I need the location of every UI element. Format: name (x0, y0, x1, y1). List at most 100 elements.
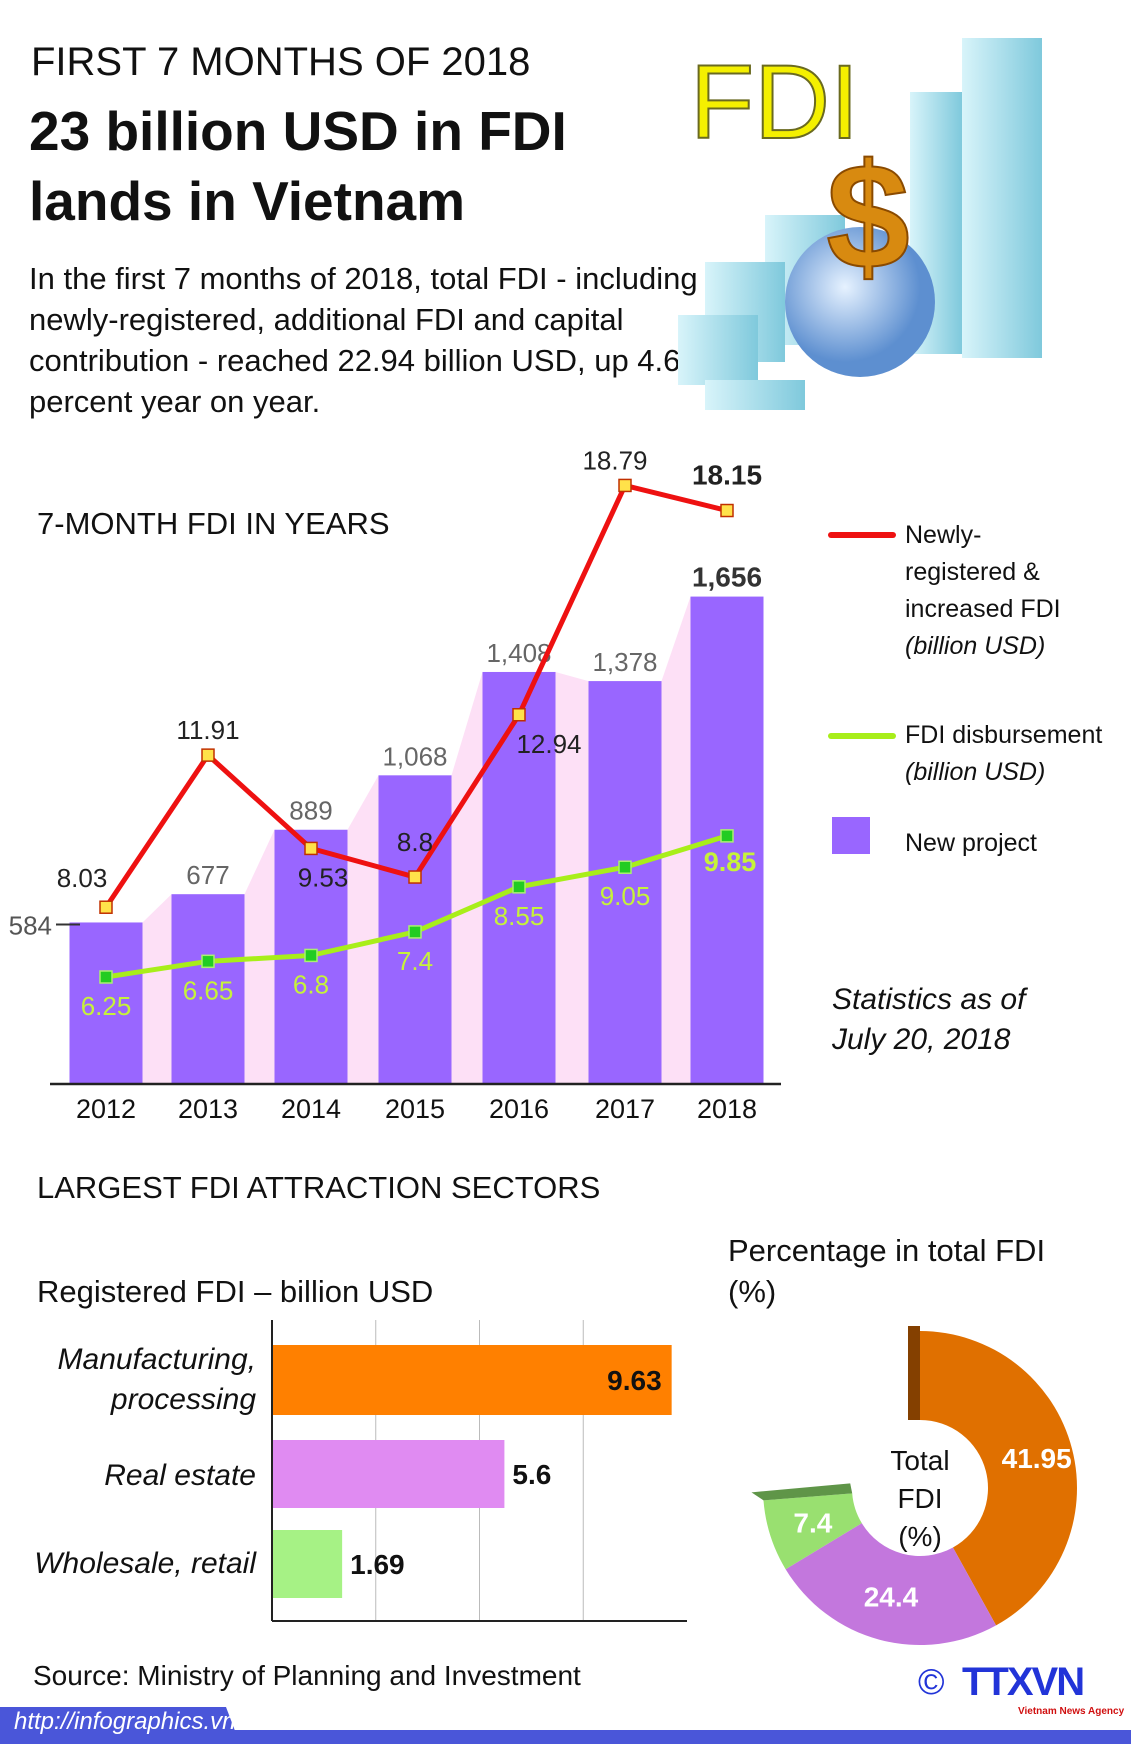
statistics-note: Statistics as of July 20, 2018 (832, 980, 1025, 1060)
kicker: FIRST 7 MONTHS OF 2018 (31, 40, 531, 84)
legend-newly-registered: Newly- registered & increased FDI (billi… (905, 517, 1061, 665)
label-fdi-disbursement: 8.55 (494, 901, 545, 931)
hbar-title: Registered FDI – billion USD (37, 1274, 434, 1309)
footer-tab (0, 1707, 240, 1744)
donut-value-label: 41.95 (1002, 1443, 1072, 1474)
point-newly-registered (304, 841, 318, 856)
donut-slice-2 (763, 1493, 862, 1570)
point-fdi-disbursement (720, 829, 734, 843)
chart-title: 7-MONTH FDI IN YEARS (37, 506, 390, 541)
page-title: 23 billion USD in FDI lands in Vietnam (29, 96, 567, 236)
point-fdi-disbursement (304, 948, 318, 963)
pie-title: Percentage in total FDI (728, 1233, 1046, 1268)
legend-text: (billion USD) (905, 758, 1046, 786)
point-fdi-disbursement (618, 860, 632, 874)
illustration-bar (678, 315, 758, 385)
bar-gap-shade (661, 596, 691, 1084)
logo-subtitle: Vietnam News Agency (1018, 1706, 1125, 1717)
bar-new-project-2017 (588, 681, 662, 1084)
label-newly-registered: 9.53 (298, 862, 349, 892)
donut-center-label: Total (890, 1445, 949, 1476)
point-newly-registered (512, 708, 526, 722)
label-fdi-disbursement: 9.85 (704, 847, 757, 877)
hbar-label-line: Manufacturing, (57, 1343, 256, 1376)
bar-new-project-2013 (171, 894, 245, 1084)
label-newly-registered: 12.94 (516, 729, 581, 759)
donut-edge (908, 1326, 920, 1420)
hbar-value-label: 5.6 (512, 1459, 551, 1490)
fdi-illustration: $ FDI (678, 38, 1042, 410)
bar-value-label: 1,068 (382, 741, 447, 771)
legend-text: Newly- (905, 521, 982, 549)
bar-new-project-2012 (69, 922, 143, 1084)
globe-icon (785, 227, 935, 377)
copyright-icon: © (918, 1661, 945, 1702)
hbar-label-line: processing (110, 1383, 256, 1416)
point-newly-registered (408, 870, 422, 884)
intro-paragraph: In the first 7 months of 2018, total FDI… (29, 261, 698, 419)
hbar-label-real-estate: Real estate (104, 1459, 256, 1492)
bar-gap-shade (142, 894, 172, 1084)
footer-band (0, 1730, 1131, 1744)
label-fdi-disbursement: 6.25 (81, 991, 132, 1021)
donut-slice-0 (920, 1331, 1077, 1626)
bar-value-label: 677 (186, 860, 229, 890)
illustration-bar (962, 38, 1042, 358)
hbar-1 (272, 1440, 505, 1508)
legend-disbursement: FDI disbursement (billion USD) (905, 717, 1102, 791)
legend-green-swatch (828, 733, 896, 739)
donut-center-label: FDI (897, 1483, 942, 1514)
dollar-icon: $ (826, 132, 909, 300)
legend-text: (billion USD) (905, 632, 1046, 660)
bar-gap-shade (451, 671, 483, 1084)
illustration-fdi-text: FDI (690, 44, 859, 161)
point-fdi-disbursement (99, 970, 113, 984)
label-newly-registered: 8.8 (397, 827, 433, 857)
hbar-2 (272, 1530, 343, 1598)
legend-text: increased FDI (905, 595, 1061, 623)
legend-text: registered & (905, 558, 1040, 586)
section-title-sectors: LARGEST FDI ATTRACTION SECTORS (37, 1170, 601, 1205)
legend-red-swatch (828, 532, 896, 538)
point-newly-registered (618, 478, 632, 493)
x-tick-label: 2017 (595, 1094, 655, 1124)
fdi-years-chart: 5842012677201388920141,06820151,40820161… (9, 445, 781, 1124)
hbar-0 (272, 1345, 672, 1415)
label-fdi-disbursement: 9.05 (600, 881, 651, 911)
point-fdi-disbursement (512, 880, 526, 894)
label-newly-registered: 11.91 (176, 715, 239, 745)
source-note: Source: Ministry of Planning and Investm… (33, 1660, 581, 1691)
legend-text: FDI disbursement (905, 721, 1103, 749)
label-newly-registered: 8.03 (57, 863, 108, 893)
donut-value-label: 7.4 (793, 1507, 832, 1538)
donut-center-label: (%) (898, 1521, 942, 1552)
legend-bar-swatch (832, 817, 870, 854)
donut-edge (751, 1483, 853, 1501)
x-tick-label: 2018 (697, 1094, 757, 1124)
legend-new-project: New project (905, 829, 1037, 857)
ttxvn-logo: TTXVN (962, 1660, 1085, 1704)
bar-value-label: 889 (289, 796, 332, 826)
website-link[interactable]: http://infographics.vn (14, 1708, 236, 1735)
point-newly-registered (99, 900, 113, 914)
bar-value-label: 584 (9, 910, 52, 940)
x-tick-label: 2012 (76, 1094, 136, 1124)
note-line: Statistics as of (832, 983, 1026, 1016)
bar-new-project-2016 (482, 671, 556, 1084)
label-fdi-disbursement: 7.4 (397, 946, 433, 976)
x-tick-label: 2013 (178, 1094, 238, 1124)
bar-value-label: 1,378 (592, 647, 657, 677)
hbar-label-wholesale: Wholesale, retail (34, 1547, 256, 1580)
x-tick-label: 2014 (281, 1094, 341, 1124)
illustration-bar (705, 380, 805, 410)
donut-slice-1 (785, 1523, 997, 1645)
hbar-value-label: 9.63 (607, 1365, 662, 1396)
hbar-label-manufacturing: Manufacturing, processing (6, 1340, 256, 1420)
x-tick-label: 2015 (385, 1094, 445, 1124)
hbar-value-label: 1.69 (350, 1549, 405, 1580)
point-fdi-disbursement (408, 925, 422, 939)
label-fdi-disbursement: 6.65 (183, 975, 234, 1005)
x-tick-label: 2016 (489, 1094, 549, 1124)
percentage-donut-chart: 41.95 24.4 7.4 Total FDI (%) (751, 1326, 1077, 1645)
point-newly-registered (201, 748, 215, 762)
